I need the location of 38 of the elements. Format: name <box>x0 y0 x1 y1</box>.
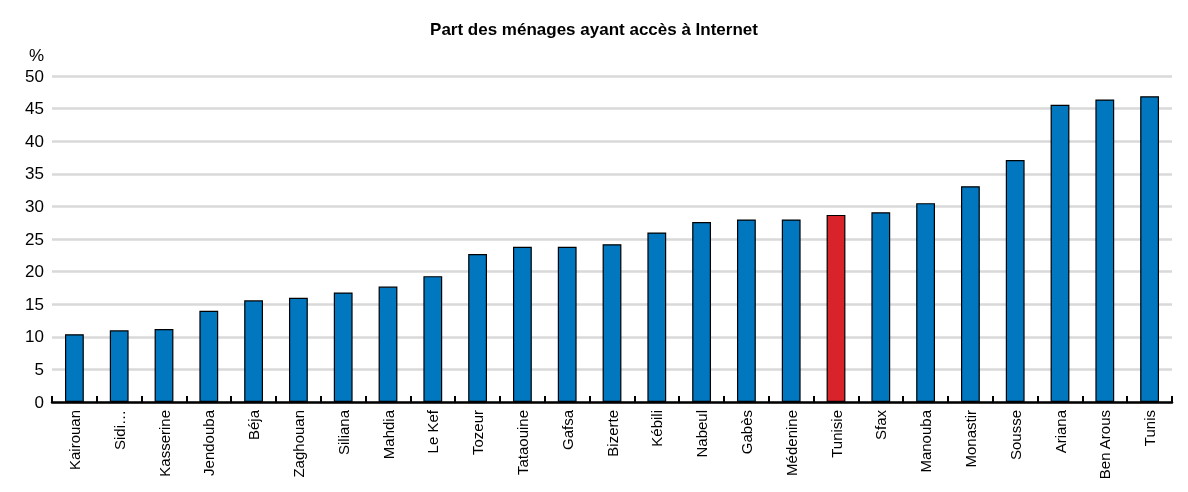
y-tick-label: 10 <box>25 327 44 347</box>
y-axis-title: % <box>28 46 44 65</box>
x-tick-label: Médenine <box>782 410 800 476</box>
x-tick-label: Gafsa <box>558 409 576 451</box>
x-tick-label: Tunisie <box>827 410 845 458</box>
y-tick-label: 0 <box>34 392 44 412</box>
y-tick-label: 35 <box>25 164 44 184</box>
x-tick-label: Ariana <box>1051 409 1069 454</box>
x-tick-label: Le Kef <box>424 409 442 454</box>
x-tick-label: Zaghouan <box>289 410 307 478</box>
x-tick-label: Kébili <box>648 410 666 447</box>
y-tick-label: 5 <box>34 359 44 379</box>
x-tick-label: Sfax <box>872 409 890 441</box>
x-tick-label: Siliana <box>334 409 352 456</box>
x-tick-label: Ben Arous <box>1096 410 1114 480</box>
y-tick-label: 20 <box>25 262 44 282</box>
x-tick-label: Monastir <box>961 410 979 468</box>
y-tick-label: 15 <box>25 294 44 314</box>
y-tick-label: 50 <box>25 66 44 86</box>
x-tick-label: Bizerte <box>603 410 621 457</box>
x-tick-label: Mahdia <box>379 409 397 460</box>
x-tick-label: Gabès <box>737 410 755 455</box>
y-tick-label: 25 <box>25 229 44 249</box>
y-tick-label: 40 <box>25 131 44 151</box>
x-tick-label: Tozeur <box>469 410 487 456</box>
x-tick-label: Jendouba <box>200 409 218 476</box>
y-tick-label: 30 <box>25 196 44 216</box>
x-tick-label: Nabeul <box>693 410 711 458</box>
y-tick-label: 45 <box>25 99 44 119</box>
x-tick-label: Sousse <box>1006 410 1024 461</box>
x-tick-label: Kairouan <box>65 410 83 471</box>
x-tick-label: Manouba <box>917 409 935 473</box>
x-tick-label: Tunis <box>1141 410 1159 447</box>
x-tick-label: Kasserine <box>155 410 173 477</box>
x-tick-label: Sidi… <box>110 410 128 451</box>
chart-title: Part des ménages ayant accès à Internet <box>430 20 759 39</box>
x-tick-label: Tataouine <box>513 410 531 476</box>
x-tick-label: Béja <box>245 409 263 441</box>
